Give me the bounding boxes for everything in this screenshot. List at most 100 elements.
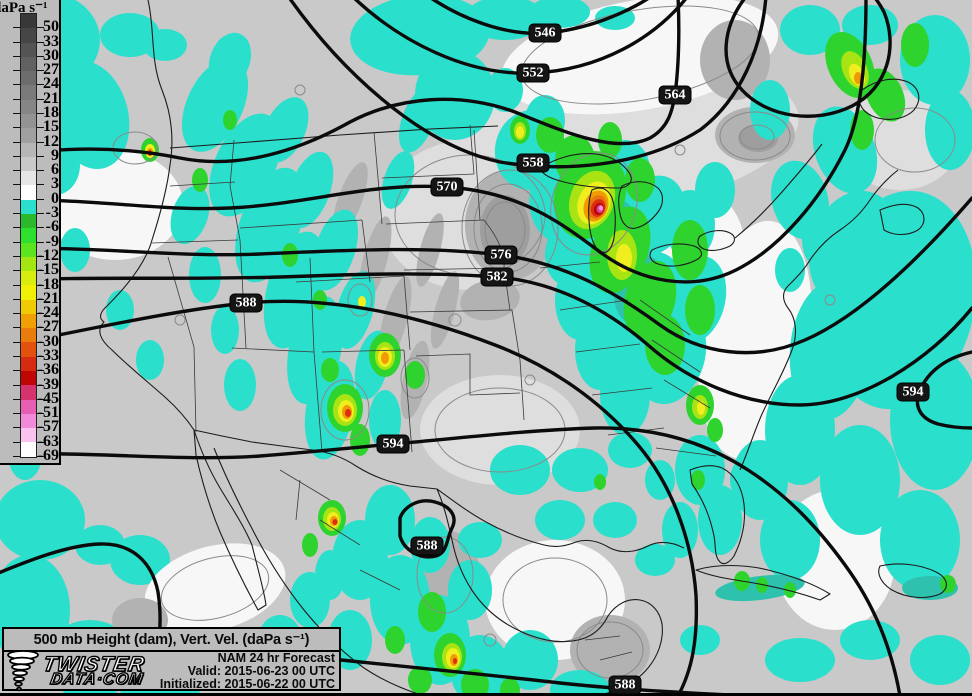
map-title: 500 mb Height (dam), Vert. Vel. (daPa s⁻…	[4, 629, 339, 652]
colorbar-strip	[20, 13, 37, 458]
colorbar-tick	[37, 313, 44, 315]
colorbar-cell	[21, 328, 36, 343]
colorbar-tick	[37, 255, 44, 257]
forecast-init-line: Initialized: 2015-06-22 00 UTC	[159, 677, 335, 691]
colorbar-tick-label: -15	[37, 261, 59, 279]
colorbar-tick-label: -24	[37, 304, 59, 322]
colorbar-tick-label: 18	[43, 104, 59, 122]
colorbar-tick	[13, 370, 20, 372]
colorbar-cell	[21, 56, 36, 72]
bottom-edge-strip	[0, 693, 972, 696]
colorbar-cell	[21, 313, 36, 329]
colorbar-tick-label: -63	[37, 432, 59, 450]
colorbar-cell	[21, 156, 36, 172]
colorbar-cell	[21, 285, 36, 300]
colorbar-cell	[21, 342, 36, 357]
colorbar-tick	[37, 113, 44, 115]
colorbar-tick-label: -51	[37, 404, 59, 422]
colorbar-tick	[37, 41, 44, 43]
colorbar-cell	[21, 271, 36, 286]
colorbar-tick	[13, 184, 20, 186]
colorbar-tick	[13, 155, 20, 157]
colorbar-tick	[37, 241, 44, 243]
colorbar-cell	[21, 228, 36, 243]
colorbar-tick	[37, 427, 44, 429]
colorbar-cell	[21, 85, 36, 100]
colorbar-cell	[21, 256, 36, 272]
colorbar-tick	[13, 327, 20, 329]
colorbar-tick	[13, 55, 20, 57]
footer-panel: 500 mb Height (dam), Vert. Vel. (daPa s⁻…	[2, 627, 341, 691]
colorbar-tick	[37, 184, 44, 186]
colorbar-cell	[21, 399, 36, 414]
colorbar-tick	[13, 170, 20, 172]
height-contour-label: 564	[659, 86, 691, 104]
forecast-model-line: NAM 24 hr Forecast	[217, 651, 335, 665]
colorbar-tick	[37, 398, 44, 400]
colorbar-tick	[37, 413, 44, 415]
colorbar-tick	[13, 41, 20, 43]
colorbar-tick	[13, 441, 20, 443]
colorbar-tick-label: 24	[43, 75, 59, 93]
colorbar-tick-label: 30	[43, 46, 59, 64]
colorbar-tick	[37, 284, 44, 286]
colorbar-cell	[21, 199, 36, 214]
colorbar-cell	[21, 14, 36, 29]
colorbar-title: daPa s⁻¹	[0, 0, 48, 16]
colorbar-tick-label: -39	[37, 375, 59, 393]
colorbar-cell	[21, 185, 36, 200]
colorbar-tick-label: -57	[37, 418, 59, 436]
colorbar-tick	[13, 127, 20, 129]
colorbar-tick-label: 50	[43, 18, 59, 36]
height-contour-label: 582	[481, 268, 513, 286]
height-contour-label: 576	[485, 246, 517, 264]
colorbar-tick	[13, 98, 20, 100]
colorbar-tick-label: -30	[37, 332, 59, 350]
height-contour-label: 552	[517, 64, 549, 82]
colorbar-tick	[13, 113, 20, 115]
colorbar-tick	[37, 198, 44, 200]
colorbar-tick	[37, 213, 44, 215]
colorbar-tick	[13, 227, 20, 229]
colorbar-tick-label: -9	[45, 232, 59, 250]
height-contour-label: 588	[411, 537, 443, 555]
colorbar-tick-label: -45	[37, 389, 59, 407]
colorbar-tick-label: -33	[37, 346, 59, 364]
height-contour-label: 558	[517, 154, 549, 172]
colorbar-cell	[21, 171, 36, 186]
colorbar-tick	[13, 198, 20, 200]
colorbar-tick	[13, 313, 20, 315]
colorbar-tick	[37, 341, 44, 343]
colorbar-tick	[13, 255, 20, 257]
colorbar-tick	[13, 70, 20, 72]
colorbar-tick	[37, 270, 44, 272]
colorbar-tick	[37, 127, 44, 129]
colorbar-tick	[13, 27, 20, 29]
height-contour-label: 546	[529, 24, 561, 42]
colorbar-tick	[13, 341, 20, 343]
colorbar-cell	[21, 128, 36, 143]
colorbar-cell	[21, 428, 36, 443]
height-contour-label: 594	[377, 435, 409, 453]
colorbar-cell	[21, 413, 36, 429]
colorbar-tick	[37, 384, 44, 386]
colorbar-tick-label: 15	[43, 118, 59, 136]
colorbar-cell	[21, 99, 36, 114]
colorbar-tick	[37, 155, 44, 157]
colorbar-tick	[37, 55, 44, 57]
colorbar-tick-label: 33	[43, 32, 59, 50]
colorbar-tick-label: 27	[43, 61, 59, 79]
colorbar-tick	[37, 227, 44, 229]
positive-velocity-shading	[332, 20, 795, 685]
colorbar-tick-label: 6	[51, 161, 59, 179]
colorbar-tick-label: 3	[51, 175, 59, 193]
colorbar-tick	[37, 170, 44, 172]
colorbar-tick	[13, 241, 20, 243]
forecast-valid-line: Valid: 2015-06-23 00 UTC	[187, 664, 335, 678]
colorbar-tick	[37, 27, 44, 29]
colorbar-tick	[13, 427, 20, 429]
colorbar-cell	[21, 442, 36, 457]
height-contour-label: 594	[897, 383, 929, 401]
colorbar-tick	[37, 370, 44, 372]
colorbar-cell	[21, 42, 36, 57]
